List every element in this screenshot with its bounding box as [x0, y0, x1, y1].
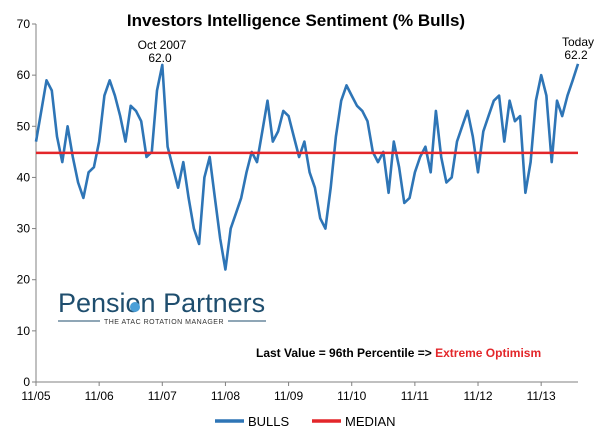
logo-tagline: THE ATAC ROTATION MANAGER: [104, 319, 224, 326]
logo-dot-icon: [130, 302, 140, 312]
legend: BULLS MEDIAN: [215, 414, 396, 429]
pension-partners-logo: Pension Partners THE ATAC ROTATION MANAG…: [58, 288, 266, 326]
peak-annotation-value: 62.0: [148, 51, 172, 65]
footnote: Last Value = 96th Percentile => Extreme …: [256, 346, 541, 360]
today-annotation-label: Today: [562, 35, 594, 49]
legend-label-bulls: BULLS: [248, 414, 290, 429]
y-tick-label: 10: [17, 324, 31, 338]
plot-area: [34, 63, 580, 271]
y-tick-label: 70: [17, 17, 31, 31]
y-tick-label: 20: [17, 273, 31, 287]
x-tick-label: 11/05: [21, 389, 50, 403]
bulls-series-line: [34, 63, 580, 271]
x-tick-label: 11/06: [85, 389, 114, 403]
y-tick-label: 50: [17, 119, 31, 133]
today-annotation-value: 62.2: [564, 48, 588, 62]
x-tick-label: 11/11: [401, 389, 430, 403]
y-tick-label: 40: [17, 170, 31, 184]
x-tick-label: 11/10: [337, 389, 366, 403]
footnote-highlight: Extreme Optimism: [435, 346, 541, 360]
logo-name: Pension Partners: [58, 288, 265, 318]
x-tick-label: 11/09: [274, 389, 303, 403]
x-axis: 11/05 11/06 11/07 11/08 11/09 11/10 11/11 11/12…: [21, 381, 578, 403]
chart-title: Investors Intelligence Sentiment (% Bull…: [127, 11, 465, 30]
peak-annotation-date: Oct 2007: [138, 38, 187, 52]
x-tick-label: 11/13: [527, 389, 556, 403]
legend-label-median: MEDIAN: [345, 414, 396, 429]
footnote-prefix: Last Value = 96th Percentile =>: [256, 346, 435, 360]
x-tick-label: 11/08: [211, 389, 240, 403]
x-tick-label: 11/12: [463, 389, 492, 403]
y-axis: 0 10 20 30 40 50 60 70: [17, 17, 37, 389]
y-tick-label: 60: [17, 68, 31, 82]
x-tick-label: 11/07: [148, 389, 177, 403]
y-tick-label: 30: [17, 222, 31, 236]
y-tick-label: 0: [23, 375, 30, 389]
